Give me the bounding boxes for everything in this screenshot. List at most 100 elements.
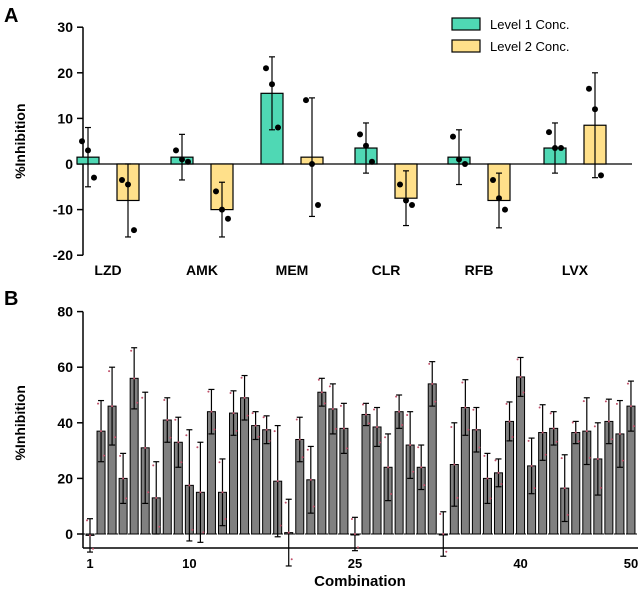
data-point-b [240, 376, 243, 379]
data-point-b [207, 390, 210, 393]
data-point-a [91, 174, 97, 181]
y-axis-label-a: %Inhibition [12, 103, 28, 178]
data-point-b [229, 392, 232, 395]
data-point-b [373, 408, 376, 411]
data-point-b [224, 517, 227, 520]
data-point-a [225, 215, 231, 222]
x-tick-label-a: MEM [276, 262, 309, 278]
data-point-a [173, 147, 179, 154]
data-point-b [86, 519, 88, 522]
data-point-a [131, 227, 137, 234]
data-point-b [342, 427, 345, 430]
data-point-b [317, 378, 320, 381]
data-point-b [210, 410, 213, 413]
data-point-b [119, 454, 122, 457]
data-point-b [125, 497, 128, 500]
data-point-b [511, 435, 514, 438]
data-point-b [585, 430, 588, 433]
y-tick-label-b: 40 [57, 415, 73, 431]
data-point-b [486, 477, 489, 480]
data-point-b [152, 464, 155, 467]
data-point-b [563, 487, 566, 490]
data-point-b [89, 534, 91, 537]
data-point-a [263, 65, 269, 72]
data-point-b [549, 412, 552, 415]
data-point-b [450, 425, 453, 428]
bar-combination [394, 411, 404, 535]
data-point-b [395, 395, 398, 398]
data-point-b [417, 446, 420, 449]
data-point-b [309, 478, 312, 481]
data-point-b [284, 501, 287, 504]
data-point-a [409, 202, 415, 209]
data-point-b [406, 414, 409, 417]
data-point-b [508, 420, 511, 423]
data-point-b [365, 413, 367, 416]
data-point-b [599, 486, 602, 489]
data-point-a [303, 97, 309, 104]
data-point-b [130, 349, 133, 352]
data-point-b [629, 405, 632, 408]
data-point-b [166, 419, 169, 422]
data-point-b [301, 456, 304, 459]
x-tick-label-a: AMK [186, 262, 218, 278]
y-tick-label-b: 80 [57, 304, 73, 320]
bar-combination [317, 391, 327, 535]
data-point-b [163, 399, 166, 402]
data-point-a [552, 145, 558, 152]
data-point-b [276, 480, 279, 483]
y-axis-label-b: %Inhibition [12, 385, 28, 460]
data-point-b [398, 410, 401, 413]
data-point-b [111, 405, 114, 408]
x-tick-label-b: 25 [348, 556, 362, 571]
data-point-b [174, 418, 177, 421]
data-point-b [593, 425, 596, 428]
data-point-b [505, 402, 508, 405]
data-point-b [527, 439, 530, 442]
data-point-b [439, 512, 442, 515]
data-point-b [483, 454, 486, 457]
data-point-b [582, 400, 585, 403]
data-point-b [610, 438, 613, 441]
data-point-a [357, 131, 363, 138]
data-point-b [185, 434, 188, 437]
data-point-b [114, 436, 117, 439]
y-tick-label-b: 60 [57, 359, 73, 375]
data-point-b [155, 496, 158, 499]
data-point-b [445, 550, 448, 553]
data-point-b [588, 456, 591, 459]
data-point-b [100, 430, 103, 433]
data-point-a [219, 206, 225, 213]
data-point-b [188, 484, 191, 487]
y-tick-label-a: -10 [53, 202, 73, 218]
panel-label-a: A [4, 5, 18, 27]
data-point-a [369, 158, 375, 165]
data-point-b [287, 531, 290, 534]
data-point-b [268, 439, 271, 442]
x-tick-label-b: 10 [182, 556, 196, 571]
data-point-b [541, 431, 544, 434]
data-point-b [604, 400, 607, 403]
data-point-b [295, 418, 298, 421]
data-point-b [177, 441, 180, 444]
data-point-b [530, 464, 533, 467]
data-point-a [185, 158, 191, 165]
data-point-b [218, 461, 221, 464]
data-point-a [403, 197, 409, 204]
data-point-b [384, 436, 387, 439]
data-point-b [279, 524, 282, 527]
data-point-a [592, 106, 598, 113]
data-point-b [158, 525, 161, 528]
y-tick-label-a: 30 [57, 19, 73, 35]
data-point-b [401, 424, 404, 427]
data-point-b [199, 491, 202, 494]
data-point-b [312, 505, 315, 508]
data-point-b [387, 466, 390, 469]
data-point-a [275, 124, 281, 131]
data-point-a [79, 138, 85, 145]
data-point-b [290, 558, 293, 561]
data-point-b [180, 461, 183, 464]
data-point-b [147, 491, 150, 494]
data-point-b [243, 396, 246, 399]
data-point-b [516, 358, 519, 361]
